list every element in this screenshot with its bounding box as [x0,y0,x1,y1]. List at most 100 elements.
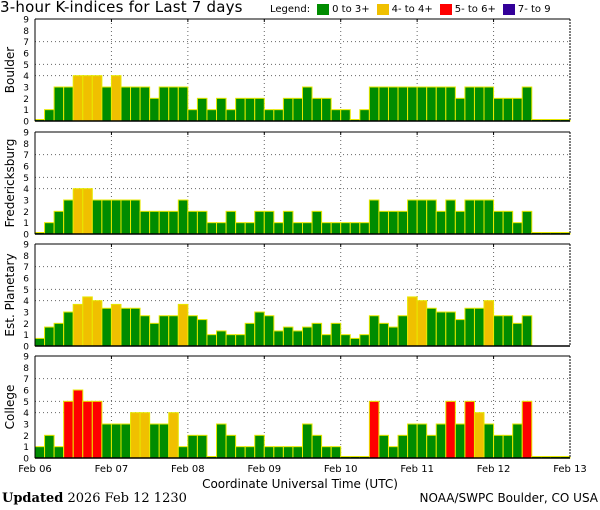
bar [130,86,141,122]
bar [235,446,246,459]
credit-text: NOAA/SWPC Boulder, CO USA [419,491,598,505]
panel-label: Fredericksburg [3,139,17,228]
x-axis-title: Coordinate Universal Time (UTC) [202,477,398,491]
bar [130,412,141,459]
bar [110,423,122,459]
bar [445,400,456,459]
bar [311,434,323,459]
y-tick-label: 8 [23,27,29,37]
bar [263,315,275,347]
bar [512,322,523,347]
bar [502,97,514,122]
bar [340,109,351,122]
bar [397,210,409,235]
y-tick-label: 3 [23,197,29,207]
bar [407,296,418,347]
x-tick-label: Feb 08 [171,464,205,475]
bar [235,97,246,122]
y-tick-label: 6 [23,50,29,60]
bar [53,322,65,347]
bar [101,423,112,459]
chart-title: 3-hour K-indices for Last 7 days [0,0,243,16]
bar [311,210,323,235]
bar [91,300,103,347]
updated-value: 2026 Feb 12 1230 [67,491,187,506]
y-tick-label: 9 [23,16,29,26]
y-tick-label: 4 [23,409,29,419]
y-tick-label: 6 [23,387,29,397]
y-tick-label: 8 [23,140,29,150]
panel-label: Est. Planetary [3,253,17,336]
bar [254,210,265,235]
bar [273,446,284,459]
bar [464,307,475,347]
legend-item-0: 0 to 3+ [332,4,370,15]
bar [493,434,504,459]
legend-swatch-red [439,4,452,15]
bar [512,423,523,459]
bar [187,210,198,235]
bar [435,423,447,459]
bar [512,97,523,122]
bar [72,188,84,235]
bar [91,400,103,459]
bar [321,334,332,347]
bar [110,199,122,235]
bar [416,86,428,122]
bar [483,199,495,235]
bar [44,222,55,235]
x-tick-label: Feb 06 [18,464,52,475]
bar [493,210,504,235]
bar [445,199,456,235]
bar [387,326,399,347]
bar [521,315,533,347]
bar [196,434,208,459]
bar [254,97,265,122]
legend-label: Legend: [270,4,311,15]
bar [473,412,485,459]
bar [244,446,256,459]
y-tick-label: 3 [23,421,29,431]
bar [454,97,466,122]
bar [225,109,237,122]
bar [263,109,275,122]
bar [502,210,514,235]
bar [359,109,370,122]
bar [34,337,46,347]
bar [168,86,179,122]
bar [225,434,237,459]
bar [387,86,399,122]
legend-swatch-purple [502,4,515,15]
bar [206,334,218,347]
x-tick-label: Feb 11 [400,464,434,475]
bar [282,446,294,459]
bar [44,434,55,459]
bar [177,199,189,235]
y-tick-label: 0 [23,231,29,241]
y-tick-label: 4 [23,185,29,195]
bar [63,199,74,235]
bar [91,199,103,235]
y-tick-label: 6 [23,163,29,173]
bar [168,412,179,459]
bar [139,412,151,459]
y-tick-label: 6 [23,275,29,285]
bar [130,199,141,235]
bar [53,446,65,459]
legend-swatch-yellow [376,4,389,15]
bar [311,97,323,122]
bar [72,389,84,459]
bar [187,109,198,122]
bar [44,109,55,122]
bar [225,334,237,347]
y-tick-label: 9 [23,129,29,139]
bar [416,199,428,235]
bar [263,210,275,235]
bar [120,423,132,459]
bar [426,307,437,347]
bar [158,423,170,459]
bar [244,322,256,347]
bar [82,75,93,122]
bar [368,400,380,459]
bar [149,97,160,122]
